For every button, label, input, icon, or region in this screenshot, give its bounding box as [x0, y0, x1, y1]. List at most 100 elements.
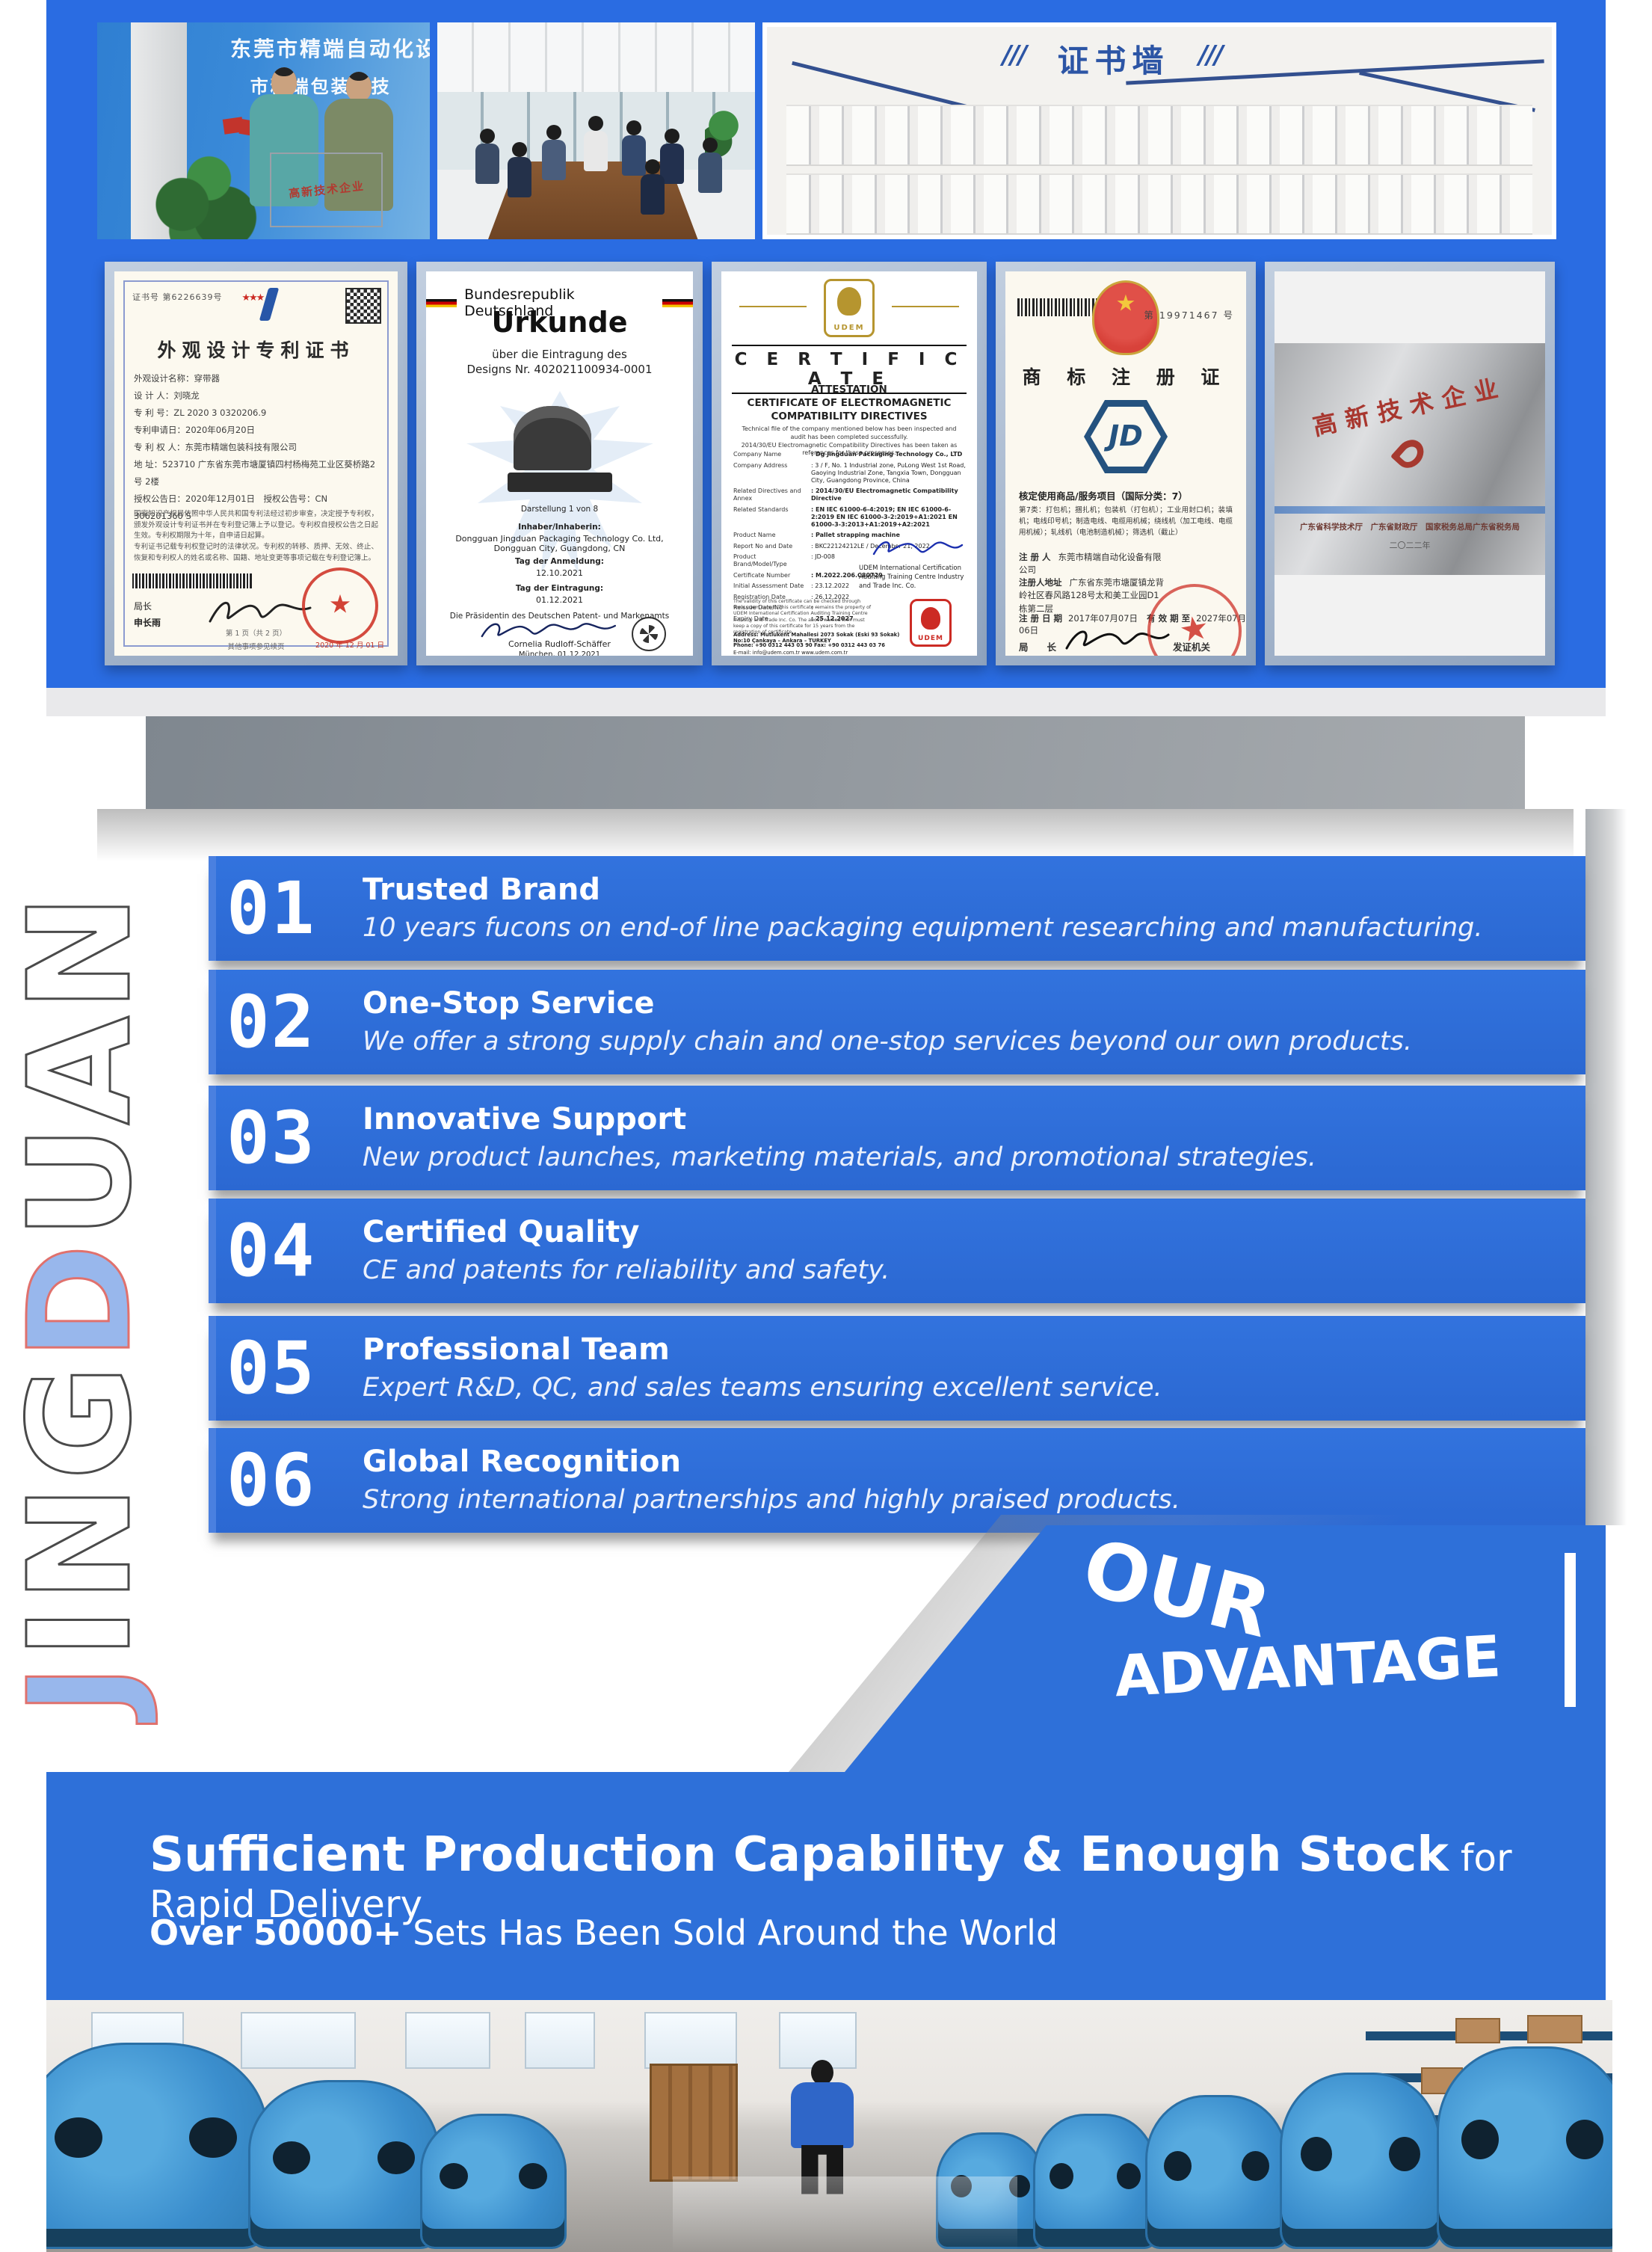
- side-shade: [1585, 809, 1627, 1525]
- holder: Dongguan Jingduan Packaging Technology C…: [455, 534, 664, 553]
- certificate-title: 商 标 注 册 证: [1022, 366, 1230, 388]
- certificate-hightech-plaque: 高新技术企业 广东省科学技术厅 广东省财政厅 国家税务总局广东省税务局 二〇二二…: [1265, 262, 1555, 665]
- person: [475, 144, 499, 185]
- signer-name: Cornelia Rudloff-Schäffer: [508, 639, 611, 649]
- flame-logo-icon: [1390, 434, 1430, 474]
- subtitle: COMPATIBILITY DIRECTIVES: [771, 410, 928, 422]
- strapping-machine: [248, 2080, 440, 2249]
- strapping-machine: [1280, 2073, 1441, 2249]
- subtitle: Designs Nr. 402021100934-0001: [466, 363, 653, 376]
- advantage-banner: OUR ADVANTAGE: [845, 1525, 1606, 1772]
- wall-poster: [644, 2012, 737, 2069]
- fine-print: The validity of this certificate can be …: [733, 599, 872, 635]
- certificate-frames-row: [786, 105, 1532, 166]
- person: [697, 153, 722, 193]
- plaque-year: 二〇二二年: [1389, 541, 1431, 550]
- vertical-bar-decoration: [1565, 1553, 1576, 1707]
- slash-decoration: ///: [1002, 40, 1027, 70]
- advantage-item-4: 04 Certified Quality CE and patents for …: [209, 1199, 1585, 1303]
- gold-line: [739, 306, 807, 307]
- worker-person: [790, 2059, 854, 2194]
- issuer-phone: Phone: +90 0312 443 03 90 Fax: +90 0312 …: [733, 642, 885, 648]
- class-line: 核定使用商品/服务项目（国际分类：7）: [1019, 490, 1188, 502]
- issuer-email: E-mail: info@udem.com.tr www.udem.com.tr: [733, 650, 848, 656]
- plaque-issuers: 广东省科学技术厅 广东省财政厅 国家税务总局广东省税务局: [1300, 523, 1520, 532]
- floor-reflection: [673, 2176, 1017, 2252]
- slash-decoration: ///: [1198, 40, 1224, 70]
- person: [621, 135, 646, 176]
- advantage-title: One-Stop Service: [363, 986, 655, 1021]
- certificate-fields: 外观设计名称：穿带器 设 计 人：刘晓龙 专 利 号：ZL 2020 3 032…: [134, 373, 376, 521]
- award-plaque: 高新技术企业: [270, 153, 383, 227]
- person: [542, 139, 567, 180]
- advantage-item-2: 02 One-Stop Service We offer a strong su…: [209, 970, 1585, 1074]
- strapping-machine: [46, 2043, 268, 2249]
- capability-subline: Over 50000+ Sets Has Been Sold Around th…: [150, 1913, 1058, 1953]
- certificate-urkunde: Bundesrepublik Deutschland Urkunde über …: [416, 262, 703, 665]
- advantage-banner-text: OUR ADVANTAGE: [1073, 1521, 1502, 1710]
- advantage-number: 01: [226, 867, 316, 950]
- seal-date: 2020 年 12 月 01 日: [315, 642, 384, 650]
- certificate-body: 国家知识产权局依照中华人民共和国专利法经过初步审查，决定授予专利权，颁发外观设计…: [134, 510, 378, 562]
- advantage-description: Strong international partnerships and hi…: [363, 1485, 1180, 1515]
- cardboard-box: [1455, 2018, 1500, 2043]
- capability-band: Sufficient Production Capability & Enoug…: [46, 1772, 1606, 2000]
- issuer: UDEM International Certification Auditin…: [859, 564, 964, 590]
- registration-date: 01.12.2021: [536, 595, 583, 605]
- certificate-number: 证书号 第6226639号: [132, 292, 223, 302]
- wall-poster: [241, 2012, 356, 2069]
- strapping-machine: [1145, 2095, 1288, 2249]
- certificate-title: Urkunde: [491, 306, 628, 339]
- signature: [481, 623, 616, 638]
- team-award-photo: 东莞市精端自动化设 市精端包装科技 高新技术企业: [97, 22, 430, 239]
- wall-poster: [525, 2012, 595, 2069]
- advantage-description: New product launches, marketing material…: [363, 1142, 1316, 1172]
- certificate-title: 外观设计专利证书: [157, 339, 355, 361]
- design-image: [507, 406, 612, 492]
- certificate-number: 第 19971467 号: [1144, 310, 1234, 321]
- brand-vertical-text: JINGDUAN: [0, 888, 164, 1717]
- filing-date: 12.10.2021: [536, 568, 583, 578]
- advantage-number: 03: [226, 1096, 316, 1180]
- advantage-title: Certified Quality: [363, 1215, 640, 1249]
- address-row: 注册人地址 广东省东莞市塘厦镇龙背岭社区春风路128号太和美工业园D1栋第二层: [1019, 577, 1164, 614]
- barcode-icon: [1017, 298, 1106, 316]
- advantage-number: 02: [226, 980, 316, 1064]
- advantage-title: Trusted Brand: [363, 873, 601, 907]
- advantage-item-3: 03 Innovative Support New product launch…: [209, 1086, 1585, 1190]
- light-separator-band: [46, 688, 1606, 716]
- filing-label: Tag der Anmeldung:: [515, 557, 604, 566]
- signer: 局长 申长雨: [134, 601, 161, 628]
- plaque-photo: 高新技术企业 广东省科学技术厅 广东省财政厅 国家税务总局广东省税务局 二〇二二…: [1275, 343, 1545, 575]
- attestation: ATTESTATION: [811, 384, 887, 396]
- person: [507, 156, 531, 197]
- wall-line-decoration: [792, 61, 974, 111]
- note: Technical file of the company mentioned …: [741, 425, 958, 457]
- jd-hexagon-logo-icon: JD: [1084, 400, 1168, 473]
- photo-wall-text: 东莞市精端自动化设: [230, 37, 430, 61]
- cnipa-logo-icon: ★★★: [241, 286, 282, 324]
- advantage-description: Expert R&D, QC, and sales teams ensuring…: [363, 1373, 1162, 1403]
- registration-label: Tag der Eintragung:: [515, 584, 604, 593]
- certificate-trademark: 第 19971467 号 商 标 注 册 证 JD 核定使用商品/服务项目（国际…: [996, 262, 1256, 665]
- advantage-number: 05: [226, 1326, 316, 1410]
- signature: [872, 541, 964, 556]
- udem-gold-crest-icon: UDEM: [824, 279, 875, 337]
- certificate-fields: Company Name: Dg Jingduan Packaging Tech…: [733, 451, 966, 622]
- person-left: [247, 67, 321, 239]
- page-note: 第 1 页（共 2 页）: [225, 630, 287, 638]
- advantage-description: CE and patents for reliability and safet…: [363, 1255, 890, 1285]
- strapping-machine: [420, 2114, 567, 2249]
- national-emblem-icon: [1092, 280, 1159, 355]
- advantage-number: 06: [226, 1439, 316, 1522]
- certificate-udem-emc: UDEM C E R T I F I C A T E ATTESTATION C…: [712, 262, 987, 665]
- wooden-crate: [649, 2063, 738, 2182]
- person: [641, 174, 665, 215]
- strapping-machine: [1437, 2046, 1612, 2249]
- plaque-title: 高新技术企业: [1310, 372, 1510, 441]
- signature: [1065, 630, 1170, 650]
- qr-code-icon: [345, 288, 381, 324]
- advantage-number: 04: [226, 1209, 316, 1293]
- strapping-machine: [936, 2132, 1045, 2249]
- registrant-row: 注 册 人东莞市精端自动化设备有限公司: [1019, 552, 1162, 576]
